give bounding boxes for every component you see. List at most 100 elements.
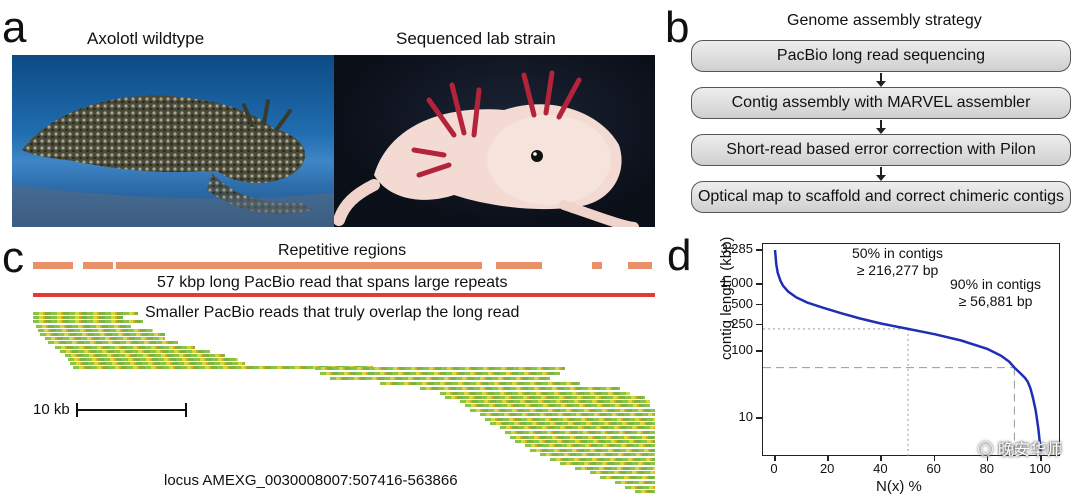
flowchart-title: Genome assembly strategy: [787, 12, 982, 29]
contig-length-plot: [762, 243, 1060, 457]
flow-step-3: Short-read based error correction with P…: [691, 134, 1071, 166]
panel-d-letter: d: [667, 231, 692, 280]
x-tick-mark: [986, 456, 989, 461]
short-read: [48, 341, 178, 345]
y-tick-label: 500: [731, 295, 753, 311]
short-read: [490, 422, 655, 425]
repeat-segment: [496, 262, 542, 269]
short-read: [600, 476, 655, 479]
y-tick-mark: [756, 249, 762, 251]
repetitive-regions-label: Repetitive regions: [278, 242, 407, 259]
short-read: [55, 345, 195, 349]
short-read: [70, 362, 245, 366]
x-tick-mark: [933, 456, 936, 461]
short-read: [615, 481, 655, 484]
short-read: [38, 328, 153, 332]
x-tick-mark: [827, 456, 829, 461]
short-read: [33, 320, 143, 324]
short-read: [380, 382, 580, 385]
panel-b-letter: b: [665, 3, 690, 52]
short-read: [65, 354, 225, 357]
x-tick-label: 100: [1029, 461, 1051, 476]
short-read: [440, 392, 630, 395]
y-tick-mark: [756, 323, 762, 326]
watermark-logo: ◎ 晚安华师: [977, 442, 1062, 459]
flow-step-2: Contig assembly with MARVEL assembler: [691, 87, 1071, 119]
short-read: [550, 458, 655, 461]
lab-strain-caption: Sequenced lab strain: [396, 29, 556, 48]
y-tick-label: 250: [731, 315, 753, 331]
short-read: [68, 358, 238, 362]
short-read: [36, 324, 131, 328]
panel-c-letter: c: [2, 233, 24, 282]
repeat-segment: [83, 262, 113, 269]
short-read: [465, 404, 650, 407]
short-read: [625, 486, 655, 489]
short-read: [330, 377, 550, 380]
short-read: [470, 409, 655, 412]
short-read: [500, 426, 655, 429]
short-read: [510, 436, 655, 439]
short-read: [525, 444, 655, 447]
short-read: [33, 316, 123, 320]
short-read: [320, 372, 560, 375]
flow-step-4: Optical map to scaffold and correct chim…: [691, 181, 1071, 213]
annotation-50-percent: 50% in contigs ≥ 216,277 bp: [852, 245, 943, 279]
scale-bar: [77, 409, 186, 411]
flow-step-1: PacBio long read sequencing: [691, 40, 1071, 72]
short-read: [480, 413, 655, 416]
plot-canvas: [763, 249, 1043, 457]
flow-arrow-2: [876, 120, 886, 134]
short-read: [635, 490, 655, 493]
x-tick-label: 80: [979, 461, 995, 476]
x-tick-label: 40: [873, 461, 888, 476]
wildtype-caption: Axolotl wildtype: [87, 29, 205, 48]
short-read: [575, 467, 655, 470]
short-read: [460, 400, 650, 403]
y-tick-label: 10: [738, 409, 753, 425]
annotation-50-line2: ≥ 216,277 bp: [856, 262, 939, 278]
short-read: [33, 312, 138, 315]
flow-arrow-1: [876, 73, 886, 87]
scale-bar-cap-left: [76, 403, 78, 417]
y-tick-label: 100: [731, 342, 753, 358]
long-read-bar: [33, 293, 655, 297]
annotation-90-line2: ≥ 56,881 bp: [958, 293, 1033, 309]
short-read: [420, 387, 620, 390]
y-tick-mark: [756, 350, 762, 352]
short-read: [45, 337, 165, 341]
short-reads-label: Smaller PacBio reads that truly overlap …: [145, 304, 520, 321]
repeat-segment: [628, 262, 652, 269]
y-tick-mark: [756, 303, 762, 306]
flow-arrow-3: [876, 167, 886, 181]
scale-bar-label: 10 kb: [33, 401, 70, 418]
repeat-segment: [592, 262, 602, 269]
x-tick-label: 60: [926, 461, 941, 476]
x-tick-label: 0: [770, 461, 778, 476]
x-tick-mark: [1040, 456, 1042, 461]
repeat-segment: [116, 262, 482, 269]
x-tick-mark: [880, 456, 882, 461]
annotation-90-percent: 90% in contigs ≥ 56,881 bp: [950, 276, 1041, 310]
panel-a-letter: a: [2, 3, 27, 52]
axolotl-wildtype-photo: [12, 55, 334, 227]
long-read-label: 57 kbp long PacBio read that spans large…: [157, 274, 508, 291]
contig-length-series-line: [773, 249, 1043, 454]
short-read: [530, 449, 655, 452]
annotation-50-line1: 50% in contigs: [852, 245, 944, 261]
short-read: [560, 462, 655, 465]
short-read: [505, 431, 655, 434]
x-axis-label: N(x) %: [876, 478, 922, 495]
short-read: [515, 440, 655, 443]
repeat-segment: [33, 262, 73, 269]
short-read: [445, 396, 645, 399]
short-read: [315, 367, 565, 370]
y-tick-mark: [756, 283, 762, 285]
short-read: [73, 366, 373, 369]
locus-label: locus AMEXG_0030008007:507416-563866: [164, 472, 458, 489]
x-tick-mark: [774, 456, 776, 461]
short-read: [540, 453, 655, 456]
scale-bar-cap-right: [185, 403, 187, 417]
short-read: [40, 333, 165, 336]
y-tick-label: 1,000: [720, 275, 753, 291]
